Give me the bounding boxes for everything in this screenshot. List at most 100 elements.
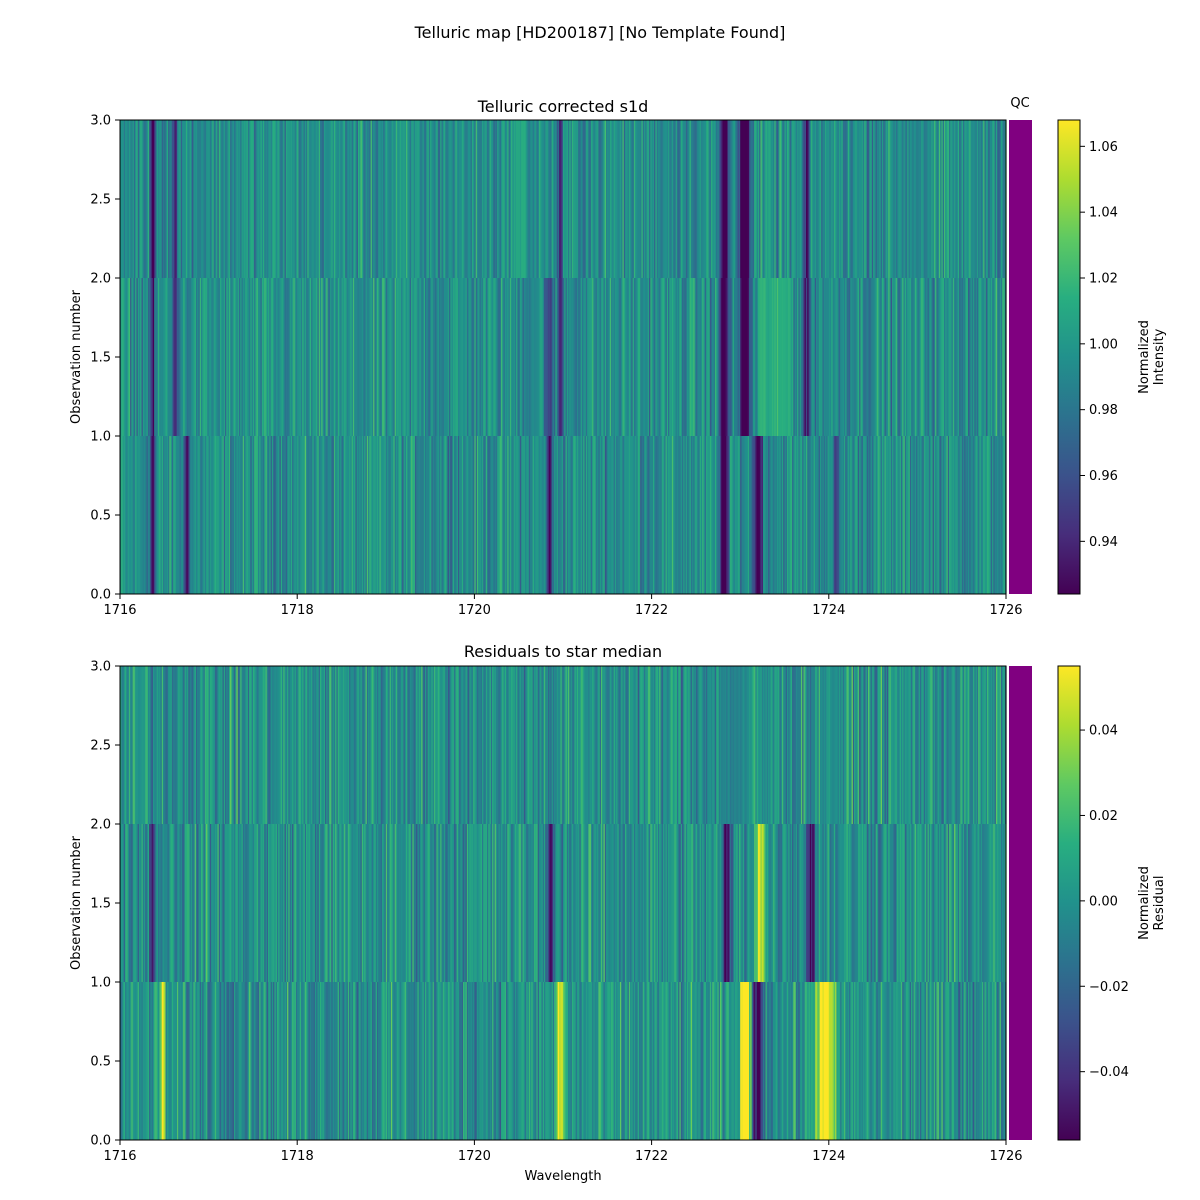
residual-cell <box>206 666 208 824</box>
intensity-cell <box>223 120 226 278</box>
residual-cell <box>719 982 722 1140</box>
residual-cell <box>327 824 330 982</box>
intensity-cell <box>316 436 319 594</box>
residual-cell <box>255 666 258 824</box>
residual-cell <box>130 824 132 982</box>
intensity-cell <box>357 120 360 278</box>
intensity-cell <box>676 436 679 594</box>
residual-cell <box>302 982 305 1140</box>
residual-cell <box>282 666 284 824</box>
residual-cell <box>485 666 488 824</box>
residual-cell <box>873 666 875 824</box>
intensity-cell <box>780 120 783 278</box>
residual-cell <box>342 824 345 982</box>
residual-cell <box>227 824 230 982</box>
residual-cell <box>470 824 473 982</box>
intensity-cell <box>463 436 465 594</box>
residual-cell <box>121 824 124 982</box>
residual-cell <box>571 666 574 824</box>
intensity-cell <box>317 278 320 436</box>
residual-cell <box>370 982 373 1140</box>
intensity-cell <box>216 436 219 594</box>
residual-cell <box>527 824 530 982</box>
intensity-cell <box>370 120 373 278</box>
intensity-cell <box>236 278 239 436</box>
residual-cell <box>259 666 262 824</box>
intensity-cell <box>425 278 427 436</box>
intensity-cell <box>587 436 589 594</box>
residual-cell <box>446 824 449 982</box>
residual-cell <box>245 982 248 1140</box>
residual-cell <box>313 824 316 982</box>
residual-cell <box>1003 824 1006 982</box>
intensity-cell <box>794 436 797 594</box>
intensity-cell <box>494 278 497 436</box>
intensity-cell <box>604 120 607 278</box>
intensity-cell <box>232 120 235 278</box>
residual-cell <box>468 824 470 982</box>
intensity-cell <box>274 436 277 594</box>
residual-cell <box>507 982 510 1140</box>
intensity-cell <box>900 120 903 278</box>
residual-cell <box>492 824 494 982</box>
residual-cell <box>484 982 487 1140</box>
residual-cell <box>818 982 821 1140</box>
intensity-cell <box>895 120 898 278</box>
intensity-cell <box>850 120 853 278</box>
residual-cell <box>150 824 153 982</box>
intensity-cell <box>240 120 243 278</box>
intensity-cell <box>179 278 182 436</box>
residual-cell <box>778 666 781 824</box>
intensity-cell <box>675 120 678 278</box>
intensity-cell <box>445 436 448 594</box>
residual-cell <box>821 666 824 824</box>
intensity-cell <box>979 278 982 436</box>
residual-cell <box>928 982 931 1140</box>
residual-cell <box>294 982 297 1140</box>
residual-cell <box>747 666 750 824</box>
intensity-cell <box>630 278 632 436</box>
residual-cell <box>138 824 141 982</box>
intensity-cell <box>450 436 453 594</box>
residual-cell <box>954 824 956 982</box>
intensity-cell <box>945 120 948 278</box>
intensity-cell <box>622 120 625 278</box>
residual-cell <box>533 824 536 982</box>
intensity-cell <box>931 436 934 594</box>
intensity-cell <box>566 278 569 436</box>
intensity-cell <box>371 120 374 278</box>
residual-cell <box>745 666 748 824</box>
residual-cell <box>938 666 941 824</box>
intensity-cell <box>994 120 997 278</box>
residual-cell <box>857 982 860 1140</box>
intensity-cell <box>325 278 327 436</box>
residual-cell <box>406 666 408 824</box>
intensity-cell <box>988 436 991 594</box>
residual-cell <box>136 666 139 824</box>
intensity-cell <box>980 436 983 594</box>
residual-cell <box>352 982 355 1140</box>
residual-cell <box>870 666 873 824</box>
residual-cell <box>342 666 345 824</box>
residual-cell <box>731 982 734 1140</box>
intensity-cell <box>973 436 975 594</box>
residual-cell <box>155 824 158 982</box>
residual-cell <box>307 824 310 982</box>
residual-cell <box>774 824 777 982</box>
residual-cell <box>476 666 479 824</box>
residual-cell <box>542 824 545 982</box>
intensity-cell <box>931 120 934 278</box>
residual-cell <box>364 982 367 1140</box>
residual-cell <box>569 824 572 982</box>
intensity-cell <box>785 120 788 278</box>
intensity-cell <box>816 120 819 278</box>
residual-cell <box>406 824 408 982</box>
residual-cell <box>351 982 354 1140</box>
residual-cell <box>697 824 700 982</box>
intensity-cell <box>914 436 917 594</box>
residual-cell <box>881 982 884 1140</box>
residual-cell <box>344 824 346 982</box>
intensity-cell <box>751 120 754 278</box>
intensity-cell <box>881 120 884 278</box>
residual-cell <box>309 982 312 1140</box>
